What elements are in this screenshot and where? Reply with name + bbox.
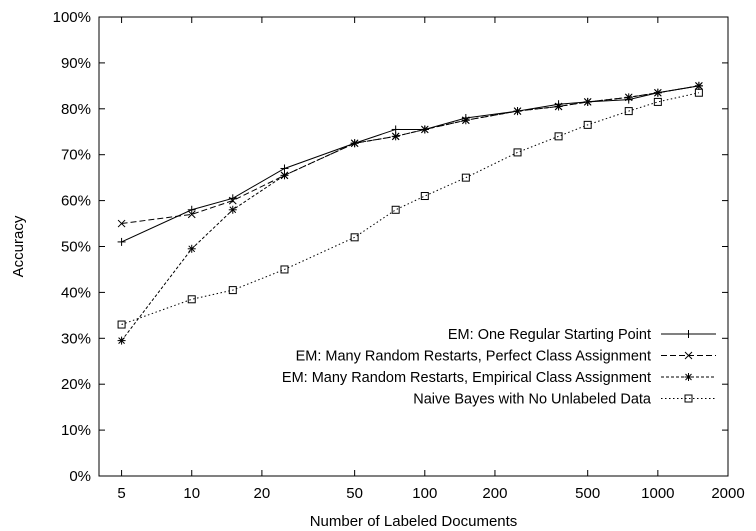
series-line [121,85,699,225]
legend-label: EM: Many Random Restarts, Perfect Class … [296,349,651,365]
data-point [228,205,237,214]
data-point [653,97,662,106]
data-point [513,148,522,157]
legend-entry: Naive Bayes with No Unlabeled Data [413,392,716,408]
series-3 [117,81,703,345]
legend-label: Naive Bayes with No Unlabeled Data [413,392,652,408]
legend-label: EM: Many Random Restarts, Empirical Clas… [282,370,651,386]
data-point [228,196,237,205]
data-point [391,132,400,141]
data-point [187,295,196,304]
data-point [280,265,289,274]
data-point [187,210,196,219]
y-tick-label: 70% [61,147,91,164]
y-tick-label: 30% [61,330,91,347]
y-tick-label: 40% [61,284,91,301]
legend-marker [684,330,693,338]
series-2 [117,81,703,228]
data-point [117,237,126,246]
data-point [350,233,359,242]
y-tick-label: 50% [61,239,91,256]
data-point [117,336,126,345]
data-point [554,132,563,141]
data-point [187,244,196,253]
data-point [117,219,126,228]
data-point [391,205,400,214]
x-tick-label: 200 [482,485,507,502]
x-tick-label: 1000 [641,485,674,502]
data-point [228,286,237,295]
data-point [350,139,359,148]
data-point [583,97,592,106]
data-point [187,205,196,214]
legend-entry: EM: One Regular Starting Point [448,327,716,343]
x-tick-label: 20 [254,485,271,502]
data-point [280,171,289,180]
legend-label: EM: One Regular Starting Point [448,327,651,343]
data-point [513,107,522,116]
series-line [121,85,699,341]
x-tick-label: 2000 [711,485,744,502]
data-point [280,164,289,173]
y-tick-label: 20% [61,376,91,393]
y-tick-label: 0% [69,468,91,485]
series-line [121,92,699,326]
x-tick-label: 10 [183,485,200,502]
data-point [583,120,592,129]
legend-marker [684,351,693,360]
data-point [420,125,429,134]
legend-entry: EM: Many Random Restarts, Empirical Clas… [282,370,716,386]
series-4 [117,88,703,329]
data-point [653,88,662,97]
data-point [694,81,703,90]
series-line [121,85,699,243]
x-tick-label: 100 [412,485,437,502]
y-tick-label: 60% [61,193,91,210]
series-1 [117,81,703,246]
data-point [624,107,633,116]
x-tick-label: 5 [117,485,125,502]
legend-marker [684,373,693,381]
data-point [461,116,470,125]
x-tick-label: 500 [575,485,600,502]
data-point [694,88,703,97]
y-tick-label: 90% [61,55,91,72]
y-axis-label: Accuracy [10,215,27,277]
y-tick-label: 80% [61,101,91,118]
data-point [624,93,633,102]
y-tick-label: 100% [53,9,91,26]
data-point [461,173,470,182]
x-axis-label: Number of Labeled Documents [310,513,518,530]
data-point [391,125,400,134]
legend-marker [684,394,693,403]
x-tick-label: 50 [346,485,363,502]
data-point [420,192,429,201]
y-tick-label: 10% [61,422,91,439]
data-point [117,320,126,329]
data-point [554,102,563,111]
legend-entry: EM: Many Random Restarts, Perfect Class … [296,349,716,365]
